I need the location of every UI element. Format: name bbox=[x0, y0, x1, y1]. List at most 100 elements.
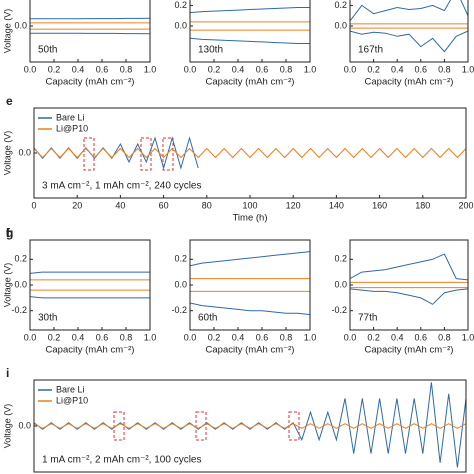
discharge-curve bbox=[30, 296, 150, 299]
x-tick-label: 0.8 bbox=[280, 64, 293, 74]
x-tick-label: 1.0 bbox=[144, 64, 157, 74]
voltage-trace bbox=[34, 423, 466, 429]
highlight-box bbox=[195, 411, 207, 441]
x-tick-label: 160 bbox=[372, 200, 387, 210]
x-tick-label: 0.2 bbox=[208, 64, 221, 74]
panel-label: e bbox=[6, 94, 13, 108]
x-tick-label: 0.2 bbox=[367, 332, 380, 342]
x-tick-label: 0.0 bbox=[24, 64, 37, 74]
plot-frame bbox=[349, 0, 469, 63]
plot-frame bbox=[33, 379, 467, 473]
y-tick-label: 0.0 bbox=[174, 279, 187, 289]
legend-label: Bare Li bbox=[56, 112, 85, 122]
x-tick-label: 0.8 bbox=[438, 64, 451, 74]
charge-curve bbox=[30, 271, 150, 274]
highlight-box bbox=[162, 137, 174, 171]
y-tick-label: 0.0 bbox=[14, 279, 27, 289]
x-axis-label: Capacity (mAh cm⁻²) bbox=[46, 345, 135, 356]
x-tick-label: 0.4 bbox=[72, 332, 85, 342]
x-tick-label: 1.0 bbox=[144, 332, 157, 342]
plot-frame bbox=[189, 239, 311, 331]
plot-frame bbox=[189, 0, 311, 63]
x-tick-label: 0.4 bbox=[72, 64, 85, 74]
y-tick-label: -0.2 bbox=[171, 305, 187, 315]
annotation: 30th bbox=[38, 313, 57, 324]
discharge-curve bbox=[190, 302, 310, 316]
x-tick-label: 1.0 bbox=[462, 64, 474, 74]
annotation: 1 mA cm⁻², 2 mAh cm⁻², 100 cycles bbox=[42, 455, 201, 466]
y-tick-label: 0.0 bbox=[18, 147, 31, 157]
y-tick-label: -0.2 bbox=[11, 305, 27, 315]
x-tick-label: 0.2 bbox=[208, 332, 221, 342]
x-tick-label: 0.4 bbox=[391, 332, 404, 342]
x-tick-label: 0.0 bbox=[344, 332, 357, 342]
y-tick-label: 0.0 bbox=[14, 20, 27, 30]
annotation: 50th bbox=[38, 45, 57, 56]
charge-curve bbox=[30, 17, 150, 20]
annotation: 167th bbox=[358, 45, 383, 56]
x-tick-label: 80 bbox=[202, 200, 212, 210]
highlight-box bbox=[83, 137, 95, 171]
x-tick-label: 0.6 bbox=[96, 332, 109, 342]
x-tick-label: 1.0 bbox=[462, 332, 474, 342]
x-tick-label: 1.0 bbox=[304, 332, 317, 342]
x-axis-label: Capacity (mAh cm⁻²) bbox=[365, 77, 454, 88]
panel-label: i bbox=[6, 366, 9, 380]
x-tick-label: 20 bbox=[72, 200, 82, 210]
x-tick-label: 0.6 bbox=[96, 64, 109, 74]
y-tick-label: 0.0 bbox=[18, 420, 31, 430]
x-tick-label: 100 bbox=[242, 200, 257, 210]
y-axis-label: Voltage (V) bbox=[2, 9, 12, 54]
x-tick-label: 0.0 bbox=[24, 332, 37, 342]
panel-label: f bbox=[6, 226, 11, 240]
x-tick-label: 0.0 bbox=[184, 332, 197, 342]
y-axis-label: Voltage (V) bbox=[2, 131, 12, 176]
x-tick-label: 1.0 bbox=[304, 64, 317, 74]
legend-label: Li@P10 bbox=[56, 123, 88, 133]
plot-frame bbox=[33, 107, 467, 199]
x-tick-label: 0.8 bbox=[280, 332, 293, 342]
x-tick-label: 180 bbox=[415, 200, 430, 210]
voltage-trace bbox=[34, 147, 466, 159]
y-tick-label: 0.0 bbox=[334, 20, 347, 30]
x-tick-label: 0.4 bbox=[232, 332, 245, 342]
x-tick-label: 0.0 bbox=[344, 64, 357, 74]
panel-label: g bbox=[6, 226, 13, 240]
x-axis-label: Capacity (mAh cm⁻²) bbox=[206, 77, 295, 88]
x-tick-label: 0.4 bbox=[391, 64, 404, 74]
charge-curve bbox=[190, 251, 310, 267]
y-axis-label: Voltage (V) bbox=[2, 263, 12, 308]
y-tick-label: 0.0 bbox=[174, 20, 187, 30]
x-tick-label: 140 bbox=[329, 200, 344, 210]
x-tick-label: 0.8 bbox=[120, 332, 133, 342]
legend-label: Bare Li bbox=[56, 384, 85, 394]
panel-label: h bbox=[6, 226, 13, 240]
plot-frame bbox=[29, 0, 151, 63]
x-axis-label: Time (h) bbox=[232, 213, 267, 224]
x-axis-label: Capacity (mAh cm⁻²) bbox=[365, 345, 454, 356]
x-tick-label: 0.6 bbox=[415, 64, 428, 74]
discharge-curve bbox=[350, 30, 468, 53]
x-axis-label: Capacity (mAh cm⁻²) bbox=[206, 345, 295, 356]
annotation: 3 mA cm⁻², 1 mAh cm⁻², 240 cycles bbox=[42, 181, 201, 192]
plot-frame bbox=[29, 239, 151, 331]
x-tick-label: 0.6 bbox=[256, 332, 269, 342]
charge-curve bbox=[350, 0, 468, 22]
x-tick-label: 60 bbox=[159, 200, 169, 210]
x-tick-label: 200 bbox=[458, 200, 473, 210]
highlight-box bbox=[140, 137, 152, 171]
x-tick-label: 0.2 bbox=[48, 64, 61, 74]
annotation: 130th bbox=[198, 45, 223, 56]
highlight-box bbox=[113, 411, 125, 441]
x-tick-label: 0.8 bbox=[120, 64, 133, 74]
x-axis-label: Capacity (mAh cm⁻²) bbox=[46, 77, 135, 88]
x-tick-label: 0.2 bbox=[48, 332, 61, 342]
x-tick-label: 0.0 bbox=[184, 64, 197, 74]
y-tick-label: 0.2 bbox=[334, 0, 347, 10]
legend-label: Li@P10 bbox=[56, 395, 88, 405]
x-tick-label: 0 bbox=[31, 200, 36, 210]
discharge-curve bbox=[190, 37, 310, 44]
x-tick-label: 0.6 bbox=[415, 332, 428, 342]
annotation: 60th bbox=[198, 313, 217, 324]
